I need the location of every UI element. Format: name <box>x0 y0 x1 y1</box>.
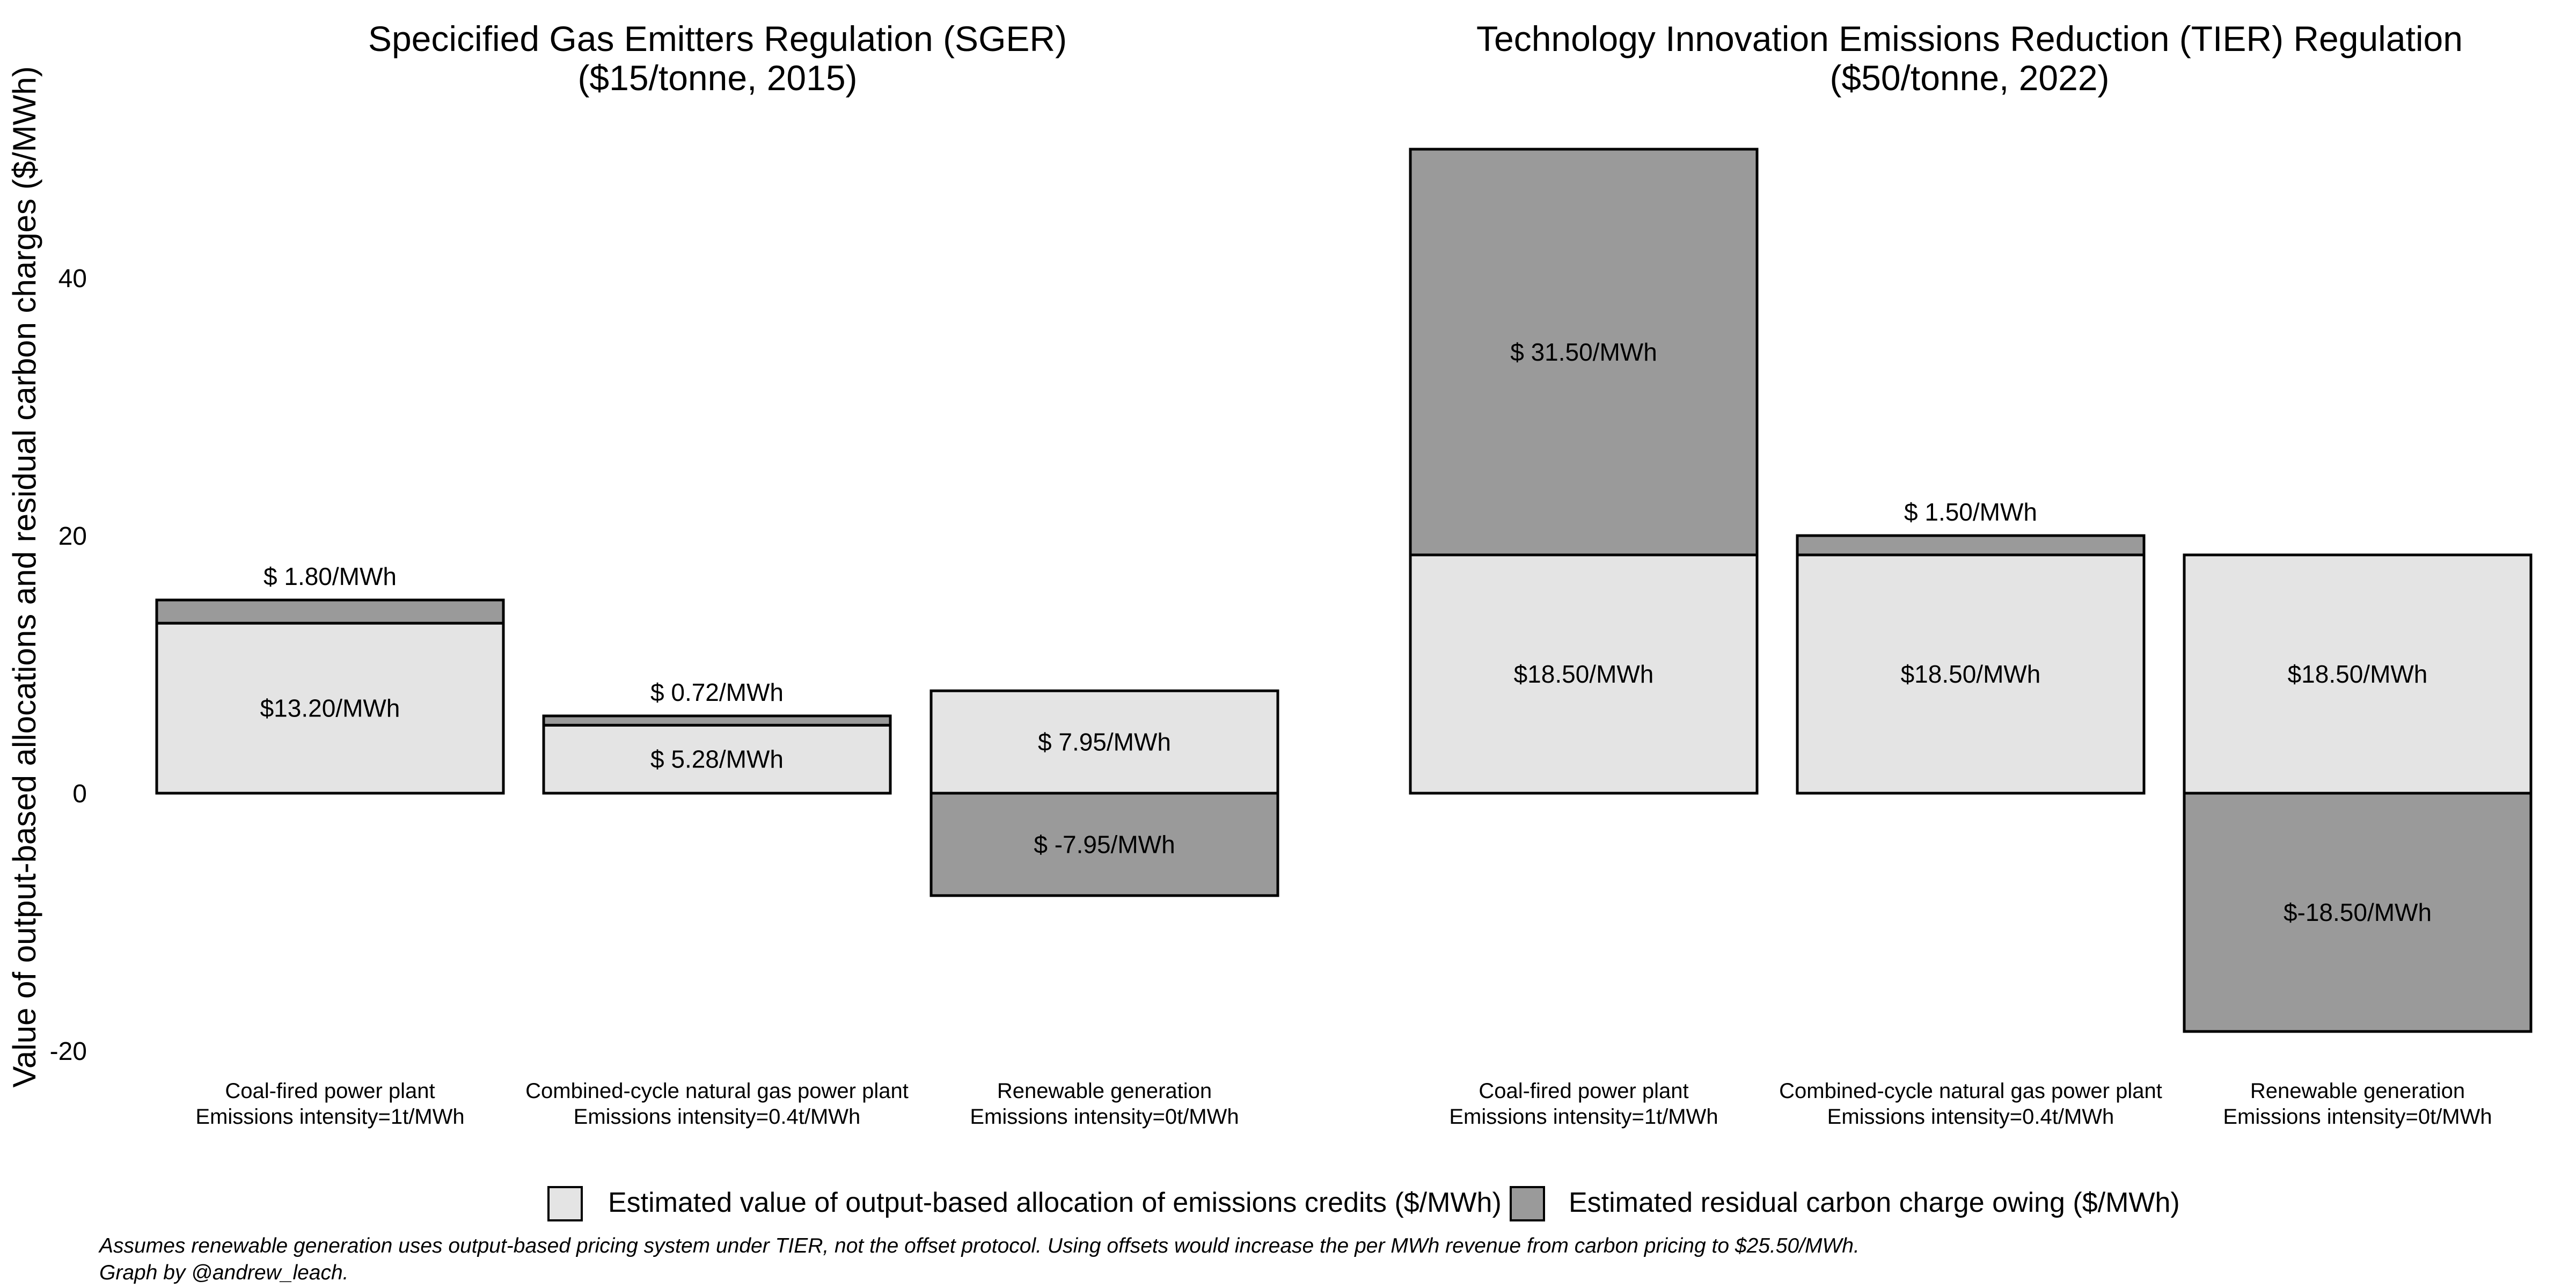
bar-allocation <box>2183 553 2533 795</box>
category-label-line1: Coal-fired power plant <box>225 1079 435 1103</box>
panel-1-title-line2: ($15/tonne, 2015) <box>577 58 857 98</box>
legend: Estimated value of output-based allocati… <box>547 1186 2180 1221</box>
y-axis-title: Value of output-based allocations and re… <box>6 66 42 1087</box>
data-label-residual: $ 31.50/MWh <box>1510 338 1657 366</box>
category-label-line2: Emissions intensity=0t/MWh <box>2223 1105 2492 1129</box>
bar-allocation <box>542 723 892 795</box>
data-label-allocation: $18.50/MWh <box>2288 660 2428 688</box>
category-label-line2: Emissions intensity=0.4t/MWh <box>574 1105 861 1129</box>
data-label-residual: $ 1.50/MWh <box>1904 498 2037 526</box>
panel-2-title-line1: Technology Innovation Emissions Reductio… <box>1476 19 2463 58</box>
bar-allocation <box>1409 553 1759 795</box>
caption-line2: Graph by @andrew_leach. <box>99 1261 349 1284</box>
y-tick-label: 40 <box>58 265 87 293</box>
bar-allocation <box>930 689 1279 795</box>
category-label-line1: Renewable generation <box>997 1079 1212 1103</box>
data-label-allocation: $18.50/MWh <box>1901 660 2041 688</box>
bar-residual <box>542 714 892 727</box>
chart-marks: -20 0 20 40 $13.20/MWh $ 1.80/MWh Coal-fired p… <box>50 148 2533 1129</box>
bar-allocation <box>1796 553 2146 795</box>
data-label-residual: $ 1.80/MWh <box>264 562 397 590</box>
category-label-line2: Emissions intensity=1t/MWh <box>195 1105 464 1129</box>
category-label-line1: Combined-cycle natural gas power plant <box>1779 1079 2162 1103</box>
data-label-allocation: $ 5.28/MWh <box>650 745 784 773</box>
bar-residual <box>155 598 505 625</box>
y-tick-label: -20 <box>50 1037 87 1066</box>
legend-swatch-allocation <box>547 1186 583 1221</box>
category-label-line1: Combined-cycle natural gas power plant <box>525 1079 909 1103</box>
category-label-line1: Renewable generation <box>2250 1079 2465 1103</box>
y-tick-label: 0 <box>72 780 87 808</box>
bar-allocation <box>155 621 505 795</box>
category-label-line2: Emissions intensity=1t/MWh <box>1449 1105 1718 1129</box>
data-label-residual: $-18.50/MWh <box>2284 898 2432 926</box>
legend-label-allocation: Estimated value of output-based allocati… <box>608 1187 1502 1218</box>
data-label-allocation: $13.20/MWh <box>260 694 400 722</box>
caption-line1: Assumes renewable generation uses output… <box>98 1234 1860 1257</box>
legend-swatch-residual <box>1510 1186 1545 1221</box>
bar-residual <box>1796 534 2146 557</box>
data-label-residual: $ -7.95/MWh <box>1034 830 1175 858</box>
bar-residual <box>930 792 1279 897</box>
category-label-line2: Emissions intensity=0.4t/MWh <box>1827 1105 2114 1129</box>
data-label-residual: $ 0.72/MWh <box>650 678 784 706</box>
data-label-allocation: $ 7.95/MWh <box>1038 728 1171 756</box>
legend-label-residual: Estimated residual carbon charge owing (… <box>1569 1187 2180 1218</box>
category-label-line1: Coal-fired power plant <box>1479 1079 1688 1103</box>
bar-residual <box>2183 792 2533 1033</box>
data-label-allocation: $18.50/MWh <box>1514 660 1654 688</box>
panel-2-title-line2: ($50/tonne, 2022) <box>1829 58 2109 98</box>
category-label-line2: Emissions intensity=0t/MWh <box>970 1105 1239 1129</box>
panel-1-title-line1: Specicified Gas Emitters Regulation (SGE… <box>368 19 1067 58</box>
bar-residual <box>1409 148 1759 557</box>
y-tick-label: 20 <box>58 522 87 551</box>
